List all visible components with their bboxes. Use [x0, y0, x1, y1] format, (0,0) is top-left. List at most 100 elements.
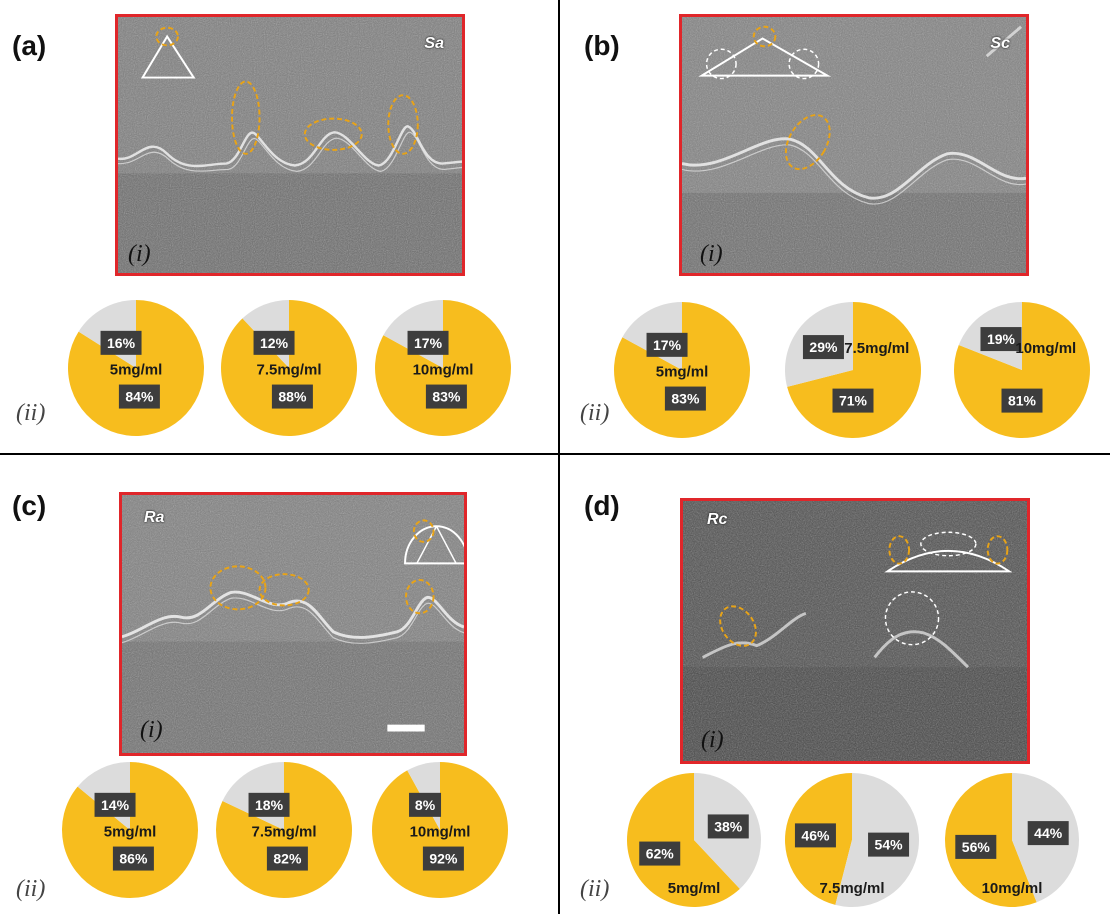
- orange-ellipse: [405, 579, 435, 615]
- pct-label-grey: 16%: [107, 335, 136, 351]
- sample-label-b: Sc: [990, 35, 1010, 52]
- micrograph-b: Sc (i): [679, 14, 1029, 276]
- pie-slice-grey: [622, 302, 682, 370]
- pie-slice-yellow: [785, 773, 852, 905]
- concentration-label: 7.5mg/ml: [256, 361, 321, 378]
- concentration-label: 5mg/ml: [104, 823, 157, 840]
- pie-slice-grey: [242, 300, 289, 368]
- pct-label-grey-box: [407, 330, 449, 355]
- pie-slice-yellow: [221, 300, 358, 436]
- pct-label-yellow-box: [664, 386, 706, 411]
- pct-label-yellow-box: [794, 823, 836, 848]
- orange-ellipse: [412, 519, 435, 543]
- micrograph-texture-c: [122, 495, 464, 753]
- annotations-c: [209, 519, 464, 615]
- pie-slice-grey: [222, 762, 284, 830]
- subfigure-label-ii-a: (ii): [16, 400, 46, 426]
- micrograph-texture-b: [682, 17, 1026, 273]
- annotations-a: [140, 26, 419, 155]
- orange-ellipse: [209, 565, 267, 611]
- pie-slice-yellow: [62, 762, 199, 898]
- pie-slice-yellow: [374, 300, 511, 436]
- concentration-label: 10mg/ml: [982, 880, 1043, 897]
- triangle-outline: [698, 37, 832, 77]
- triangle-outline: [140, 34, 196, 79]
- pct-label-yellow-box: [422, 846, 464, 871]
- pie-slice-yellow: [68, 300, 205, 436]
- pct-label-grey: 12%: [260, 335, 289, 351]
- concentration-label: 7.5mg/ml: [251, 823, 316, 840]
- pct-label-grey-box: [980, 327, 1022, 352]
- panel-letter-d: (d): [584, 490, 620, 521]
- subfigure-label-i-b: (i): [700, 241, 723, 267]
- pct-label-yellow: 83%: [671, 391, 700, 407]
- subfigure-label-i-d: (i): [701, 727, 724, 753]
- pie-c-2: 18% 82% 7.5mg/ml: [215, 762, 352, 898]
- pct-label-yellow: 82%: [273, 851, 302, 867]
- pct-label-grey-box: [409, 792, 442, 817]
- pct-label-grey: 44%: [1034, 825, 1063, 841]
- orange-ellipse: [784, 114, 831, 171]
- pct-label-grey-box: [868, 832, 910, 857]
- pct-label-grey-box: [94, 792, 136, 817]
- subfigure-label-i-a: (i): [128, 241, 151, 267]
- pct-label-yellow: 71%: [839, 393, 868, 409]
- micrograph-a: Sa (i): [115, 14, 465, 276]
- semicircle-outline: [404, 525, 464, 565]
- sample-label-d: Rc: [707, 511, 728, 528]
- pie-slice-yellow: [626, 773, 740, 908]
- pct-label-grey: 18%: [255, 797, 284, 813]
- pct-label-grey: 19%: [987, 331, 1016, 347]
- pie-slice-grey: [77, 762, 130, 830]
- pct-label-yellow-box: [955, 834, 997, 859]
- annotations-d: [719, 531, 1013, 647]
- pie-c-3: 8% 92% 10mg/ml: [372, 762, 508, 899]
- pie-a-2: 12% 88% 7.5mg/ml: [221, 300, 358, 436]
- pie-b-2: 29% 71% 7.5mg/ml: [785, 302, 921, 438]
- pct-label-yellow: 88%: [278, 389, 307, 405]
- pct-label-grey-box: [1027, 821, 1069, 846]
- pct-label-yellow-box: [271, 384, 313, 409]
- white-dashed-circle: [705, 48, 737, 80]
- pie-b-3: 19% 81% 10mg/ml: [953, 302, 1090, 438]
- concentration-label: 5mg/ml: [110, 361, 163, 378]
- annotations-b: [698, 25, 832, 171]
- concentration-label: 10mg/ml: [413, 361, 474, 378]
- pie-a-3: 17% 83% 10mg/ml: [374, 300, 511, 436]
- pct-label-yellow: 92%: [429, 851, 458, 867]
- pct-label-yellow-box: [266, 846, 308, 871]
- panel-letter-a: (a): [12, 30, 47, 61]
- pie-slice-yellow: [944, 773, 1037, 907]
- concentration-label: 7.5mg/ml: [819, 880, 884, 897]
- concentration-label: 10mg/ml: [410, 823, 471, 840]
- pct-label-grey-box: [100, 330, 142, 355]
- pct-label-grey: 38%: [714, 818, 743, 834]
- pct-label-grey: 17%: [414, 335, 443, 351]
- pct-label-grey-box: [248, 792, 290, 817]
- pct-label-grey: 29%: [809, 339, 838, 355]
- pct-label-grey: 54%: [875, 837, 904, 853]
- pct-label-yellow: 62%: [646, 846, 675, 862]
- pie-slice-grey: [407, 762, 440, 830]
- panel-letter-b: (b): [584, 30, 620, 61]
- pie-slice-yellow: [787, 302, 921, 438]
- pie-slice-grey: [694, 773, 761, 889]
- pct-label-yellow: 86%: [119, 851, 148, 867]
- pct-label-grey: 17%: [653, 337, 682, 353]
- pie-slice-grey: [835, 773, 919, 907]
- subfigure-label-ii-d: (ii): [580, 876, 610, 902]
- panel-letter-c: (c): [12, 490, 47, 521]
- pct-label-yellow-box: [639, 841, 681, 866]
- pct-label-yellow-box: [425, 384, 467, 409]
- micrograph-c: Ra (i): [119, 492, 467, 756]
- micrograph-texture-d: [683, 501, 1027, 761]
- pct-label-grey-box: [646, 332, 688, 357]
- pct-label-yellow: 83%: [432, 389, 461, 405]
- subfigure-label-ii-c: (ii): [16, 876, 46, 902]
- orange-ellipse: [888, 535, 911, 565]
- orange-ellipse: [719, 605, 757, 647]
- pie-d-1: 38% 62% 5mg/ml: [626, 773, 761, 908]
- pct-label-yellow: 56%: [962, 839, 991, 855]
- orange-ellipse: [303, 117, 363, 151]
- concentration-label: 5mg/ml: [668, 880, 721, 897]
